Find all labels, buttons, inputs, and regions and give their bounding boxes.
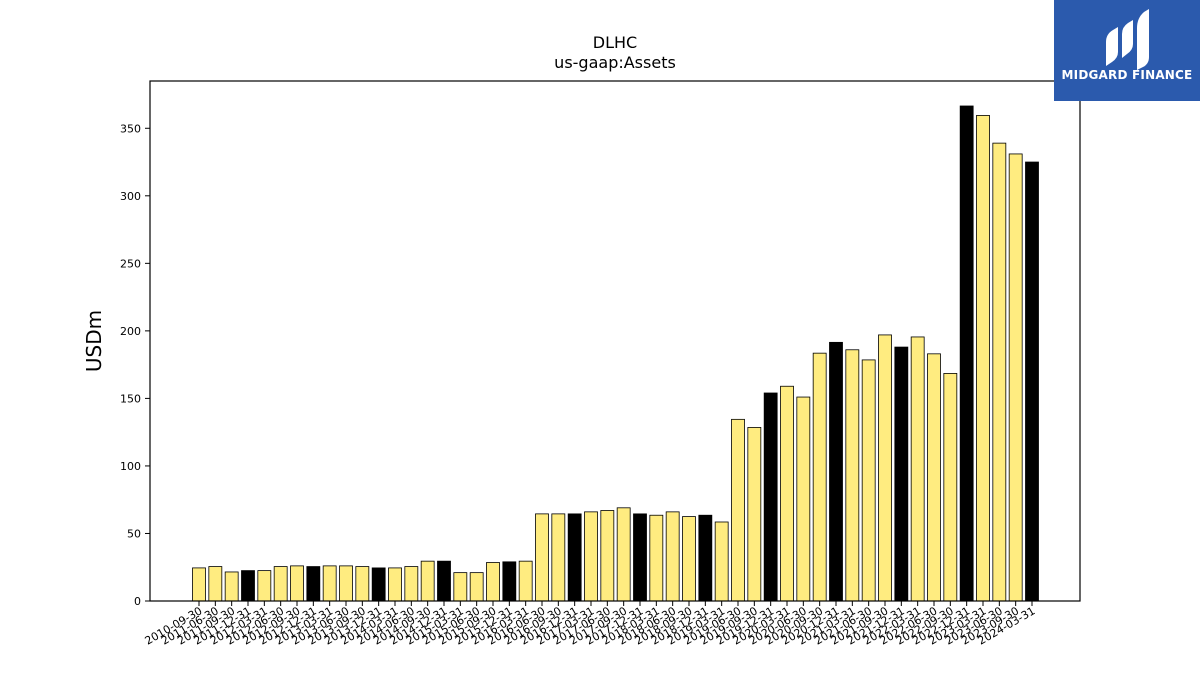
bar-2011-09-30 (257, 570, 272, 602)
bar-2015-03-31 (486, 562, 500, 602)
y-tick-label: 200 (120, 325, 141, 338)
chart-title: DLHC (593, 33, 637, 52)
bar-2019-12-31 (796, 396, 811, 602)
bar-2017-06-30 (633, 513, 647, 602)
bar-2021-09-30 (910, 336, 925, 602)
bar-2014-06-30 (437, 560, 451, 602)
y-tick-label: 150 (120, 392, 141, 405)
bar-2021-06-30 (894, 346, 909, 602)
x-axis-ticks: 2010-09-302011-06-302011-09-302011-12-31… (143, 601, 1038, 648)
bar-2016-06-30 (567, 513, 582, 602)
bar-2012-09-30 (322, 565, 337, 602)
bar-2018-09-30 (714, 521, 729, 602)
bar-2010-12-31 (208, 566, 223, 602)
bar-2013-03-31 (355, 566, 370, 602)
y-axis-ticks: 0 50 100 150 200 250 300 350 (120, 122, 150, 608)
bar-2023-03-31 (1008, 153, 1023, 602)
bar-2014-12-31 (469, 572, 484, 602)
midgard-finance-logo: MIDGARD FINANCE (1054, 0, 1200, 101)
bar-2023-06-30 (1025, 161, 1039, 602)
bar-2022-03-31 (943, 373, 958, 602)
bar-series (192, 105, 1039, 602)
bar-2015-06-30 (502, 561, 517, 602)
y-tick-label: 0 (134, 595, 141, 608)
chart-subtitle: us-gaap:Assets (554, 53, 676, 72)
brand-name: MIDGARD FINANCE (1061, 68, 1193, 82)
bar-2021-12-31 (927, 353, 941, 602)
midgard-logo-icon (1106, 9, 1149, 70)
bar-2019-06-30 (763, 392, 778, 602)
bar-2013-09-30 (388, 567, 402, 602)
bar-2013-06-30 (371, 567, 386, 602)
bar-2014-09-30 (453, 572, 468, 602)
bar-2017-12-31 (665, 511, 680, 602)
bar-2011-12-31 (273, 566, 288, 602)
bar-2012-06-30 (306, 566, 321, 602)
bar-2015-09-30 (518, 560, 533, 602)
bar-2018-06-30 (698, 514, 713, 602)
y-tick-label: 300 (120, 190, 141, 203)
bar-2022-06-30 (959, 105, 974, 602)
bar-2013-12-31 (404, 566, 419, 602)
y-tick-label: 350 (120, 122, 141, 135)
y-tick-label: 100 (120, 460, 141, 473)
bar-2017-03-31 (616, 507, 631, 602)
bar-2022-12-31 (992, 142, 1007, 602)
bar-2019-03-31 (747, 427, 762, 602)
bar-2020-12-31 (861, 359, 876, 602)
bar-2020-09-30 (845, 349, 860, 602)
bar-2012-03-31 (290, 565, 304, 602)
bar-2011-03-31 (224, 571, 239, 602)
bar-2012-12-31 (339, 565, 353, 602)
bar-2021-03-31 (878, 334, 892, 602)
bar-2020-03-31 (812, 352, 827, 602)
y-tick-label: 250 (120, 257, 141, 270)
bar-2011-06-30 (241, 570, 255, 602)
bar-2018-03-31 (682, 516, 696, 602)
bar-2016-09-30 (584, 511, 598, 602)
bar-2018-12-31 (731, 418, 745, 602)
bar-2016-12-31 (600, 510, 615, 602)
bar-2015-12-31 (535, 513, 549, 602)
plot-frame (149, 80, 1081, 602)
bar-2014-03-31 (420, 560, 435, 602)
bar-2019-09-30 (780, 385, 794, 602)
bar-2022-09-30 (976, 115, 990, 602)
bar-2010-09-30 (192, 567, 206, 602)
bar-2020-06-30 (829, 341, 843, 602)
y-tick-label: 50 (127, 527, 141, 540)
bar-2017-09-30 (649, 514, 664, 602)
y-axis-label: USDm (82, 310, 106, 372)
bar-2016-03-31 (551, 513, 566, 602)
